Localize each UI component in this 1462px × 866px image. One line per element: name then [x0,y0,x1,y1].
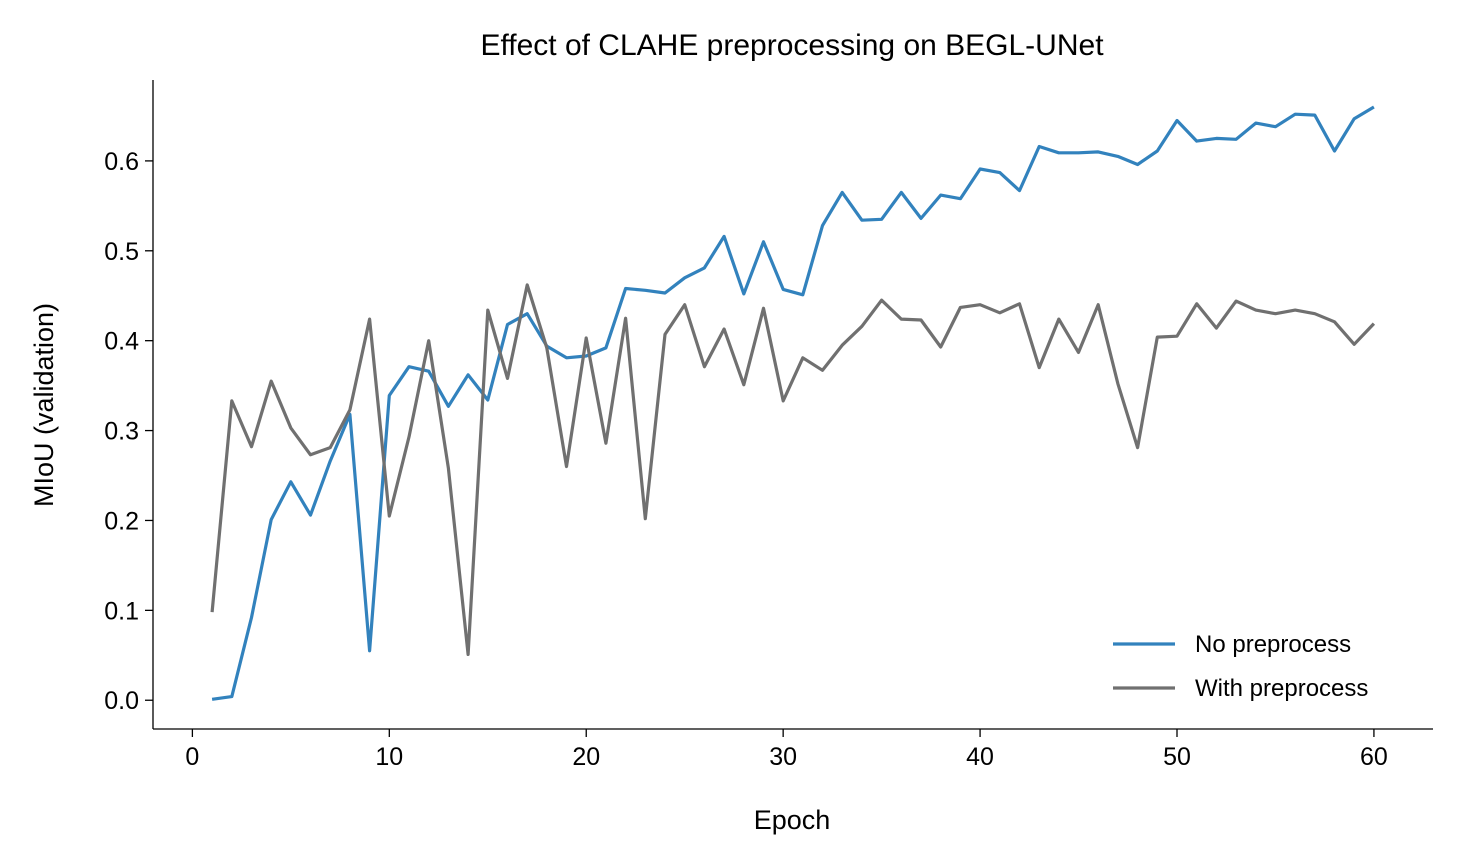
plot-area: 0 10 20 30 40 50 60 0.0 0.1 0.2 0.3 0.4 0.5 0.6 [104,80,1433,771]
series-line-no-preprocess [211,105,1375,701]
legend: No preprocess With preprocess [1113,631,1368,702]
y-axis-ticks: 0.0 0.1 0.2 0.3 0.4 0.5 0.6 [104,148,153,715]
x-axis-label: Epoch [754,805,831,835]
legend-label-with-preprocess: With preprocess [1195,675,1368,702]
y-tick-label: 0.6 [104,148,139,176]
series-line-with-preprocess [210,283,1376,657]
y-tick-label: 0.4 [104,328,139,356]
x-tick-label: 10 [375,743,403,771]
chart-title: Effect of CLAHE preprocessing on BEGL-UN… [480,29,1104,62]
x-tick-label: 50 [1163,743,1191,771]
x-tick-label: 0 [185,743,199,771]
y-tick-label: 0.0 [104,687,139,715]
y-tick-label: 0.1 [104,597,139,625]
x-axis-ticks: 0 10 20 30 40 50 60 [185,729,1388,771]
y-tick-label: 0.3 [104,418,139,446]
y-axis-label: MIoU (validation) [29,303,59,507]
x-tick-label: 60 [1360,743,1388,771]
x-tick-label: 40 [966,743,994,771]
x-tick-label: 30 [769,743,797,771]
legend-label-no-preprocess: No preprocess [1195,631,1351,658]
y-tick-label: 0.2 [104,507,139,535]
series-lines [210,105,1376,701]
x-tick-label: 20 [572,743,600,771]
y-tick-label: 0.5 [104,238,139,266]
